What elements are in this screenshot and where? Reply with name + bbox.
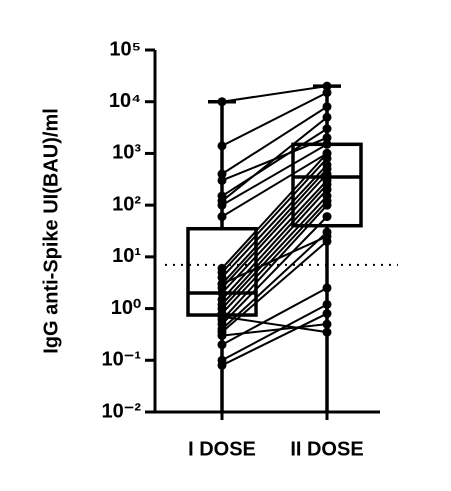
point [322,309,332,319]
point [322,319,332,329]
point [322,185,332,195]
pair-line [221,85,328,103]
pair-line [221,287,328,346]
pair-line [221,200,328,315]
y-tick-label: 10⁵ [109,38,141,60]
point [217,272,227,282]
point [217,97,227,107]
y-tick-label: 10² [112,193,141,215]
point [322,102,332,112]
pair-line [221,127,328,197]
point [217,288,227,298]
point [217,212,227,222]
point [217,175,227,185]
pair-line [221,105,328,175]
pair-line [221,303,328,362]
point [322,112,332,122]
pair-line [221,157,328,274]
pair-line [221,91,328,147]
pair-line [221,204,328,321]
point [322,88,332,98]
pair-line [221,235,328,285]
pair-line [221,315,328,334]
point [217,141,227,151]
point [217,340,227,350]
pair-line [221,323,328,337]
point [217,169,227,179]
point [217,200,227,210]
point [322,148,332,158]
y-tick-label: 10¹ [112,245,141,267]
pair-line [221,183,328,301]
pair-line [221,312,328,367]
point [217,360,227,370]
point [322,139,332,149]
y-tick-label: 10⁻² [102,400,142,422]
pair-line [221,195,328,310]
point [322,133,332,143]
pair-line [221,168,328,285]
point [322,200,332,210]
x-tick-label: I DOSE [188,438,256,460]
point [322,327,332,337]
point [322,231,332,241]
pair-line [221,231,328,330]
point [322,299,332,309]
point [217,312,227,322]
x-tick-label: II DOSE [290,438,363,460]
pair-line [221,143,328,207]
y-tick-label: 10⁴ [109,90,141,112]
pair-line [221,152,328,270]
point [217,279,227,289]
point [322,212,332,222]
point [322,81,332,91]
y-tick-label: 10⁰ [111,297,141,319]
point [322,124,332,134]
pair-line [221,164,328,279]
pair-line [221,136,328,182]
point [217,331,227,341]
pair-line [221,215,328,325]
pair-line [221,173,328,289]
point [322,283,332,293]
pair-line [221,188,328,306]
y-axis-label: IgG anti-Spike UI(BAU)/ml [40,108,62,354]
pair-line [221,179,328,294]
pair-line [221,240,328,333]
y-tick-label: 10³ [112,142,141,164]
y-tick-label: 10⁻¹ [102,349,142,371]
point [322,169,332,179]
pair-line [221,152,328,218]
